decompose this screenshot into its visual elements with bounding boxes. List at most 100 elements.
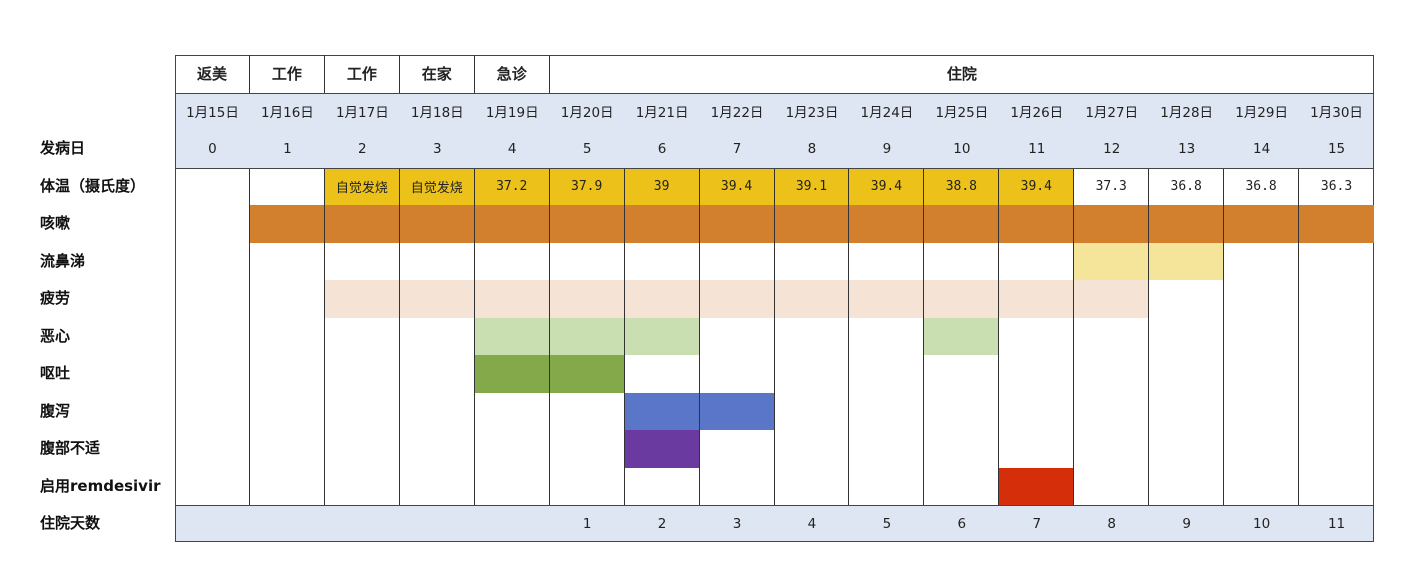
empty-cell <box>1224 242 1300 280</box>
date-label: 1月30日 <box>1310 105 1363 122</box>
empty-cell <box>475 392 550 430</box>
illness-day-value: 3 <box>432 140 442 157</box>
date-label: 1月27日 <box>1085 105 1139 122</box>
empty-cell <box>1224 355 1300 393</box>
hospital-days-band <box>176 505 1373 541</box>
empty-cell <box>550 430 625 468</box>
empty-cell <box>999 317 1075 355</box>
empty-cell <box>1299 243 1374 281</box>
date-label: 1月19日 <box>485 105 539 122</box>
empty-cell <box>999 430 1075 468</box>
empty-cell <box>175 467 250 505</box>
empty-cell <box>924 242 1000 280</box>
symptom-bar <box>999 205 1075 243</box>
temperature-cell <box>175 167 250 205</box>
hospital-day-value: 7 <box>1032 515 1042 532</box>
symptom-bar <box>924 205 1000 243</box>
temperature-cell: 36.8 <box>1149 167 1225 205</box>
hospital-day-value: 11 <box>1327 515 1346 532</box>
temperature-cell: 39.4 <box>849 167 925 205</box>
empty-cell <box>775 392 850 430</box>
hospital-days-label: 住院天数 <box>40 514 101 532</box>
date-label: 1月18日 <box>410 105 464 122</box>
empty-cell <box>775 317 850 355</box>
empty-cell <box>250 317 325 355</box>
empty-cell <box>700 317 775 355</box>
date-label: 1月20日 <box>560 105 614 122</box>
illness-day-value: 12 <box>1103 140 1121 157</box>
empty-cell <box>625 355 700 393</box>
symptom-bar <box>1074 205 1150 243</box>
temperature-cell: 39 <box>624 167 700 205</box>
empty-cell <box>325 242 400 280</box>
symptom-bar <box>1224 205 1300 243</box>
symptom-bar <box>549 280 625 318</box>
empty-cell <box>924 430 1000 468</box>
symptom-bar <box>624 317 700 355</box>
illness-day-value: 2 <box>358 140 367 157</box>
empty-cell <box>1149 467 1225 505</box>
symptom-bar <box>1299 205 1374 243</box>
illness-day-value: 13 <box>1178 140 1196 157</box>
illness-day-value: 9 <box>882 140 892 157</box>
empty-cell <box>175 430 250 468</box>
empty-cell <box>849 242 925 280</box>
temperature-cell <box>250 167 325 205</box>
empty-cell <box>400 430 475 468</box>
empty-cell <box>1074 430 1150 468</box>
empty-cell <box>325 355 400 393</box>
empty-cell <box>849 355 925 393</box>
empty-cell <box>625 467 700 505</box>
empty-cell <box>700 242 775 280</box>
empty-cell <box>325 430 400 468</box>
hospital-day-value: 10 <box>1253 515 1271 532</box>
empty-cell <box>1149 430 1225 468</box>
empty-cell <box>250 430 325 468</box>
phase-header: 工作 <box>250 55 325 93</box>
empty-cell <box>924 355 1000 393</box>
symptom-bar <box>924 317 1000 355</box>
temperature-cell: 36.8 <box>1224 167 1300 205</box>
grid-line <box>176 505 1373 506</box>
empty-cell <box>175 280 250 318</box>
symptom-bar <box>324 280 400 318</box>
illness-day-label: 发病日 <box>40 139 86 157</box>
empty-cell <box>1149 280 1225 318</box>
symptom-bar <box>999 280 1075 318</box>
illness-day-value: 8 <box>807 140 817 157</box>
date-label: 1月29日 <box>1235 105 1288 122</box>
empty-cell <box>775 430 850 468</box>
symptom-bar <box>549 317 625 355</box>
empty-cell <box>700 467 775 505</box>
temperature-cell: 37.3 <box>1074 167 1150 205</box>
hospital-day-value <box>325 505 400 543</box>
hospital-day-value: 5 <box>882 515 892 532</box>
symptom-label: 疲劳 <box>40 289 71 307</box>
empty-cell <box>1224 280 1300 318</box>
symptom-bar <box>624 205 700 243</box>
temperature-cell: 自觉发烧 <box>324 167 400 205</box>
hospital-day-value <box>175 505 250 543</box>
symptom-bar <box>549 205 625 243</box>
empty-cell <box>250 355 325 393</box>
date-label: 1月24日 <box>860 105 914 122</box>
empty-cell <box>1074 317 1150 355</box>
empty-cell <box>1149 355 1225 393</box>
empty-cell <box>625 242 700 280</box>
empty-cell <box>849 317 925 355</box>
symptom-bar <box>699 205 775 243</box>
phase-header: 工作 <box>325 55 400 93</box>
symptom-bar <box>849 280 925 318</box>
hospital-day-value <box>250 505 325 543</box>
date-label: 1月25日 <box>935 105 989 122</box>
illness-day-value: 6 <box>657 140 667 157</box>
empty-cell <box>849 467 925 505</box>
empty-cell <box>475 242 550 280</box>
date-band <box>176 92 1373 168</box>
illness-day-value: 4 <box>507 140 517 157</box>
empty-cell <box>250 392 325 430</box>
symptom-label: 启用remdesivir <box>40 476 161 495</box>
empty-cell <box>1299 280 1374 318</box>
symptom-bar <box>474 280 550 318</box>
grid-line <box>176 167 1373 169</box>
